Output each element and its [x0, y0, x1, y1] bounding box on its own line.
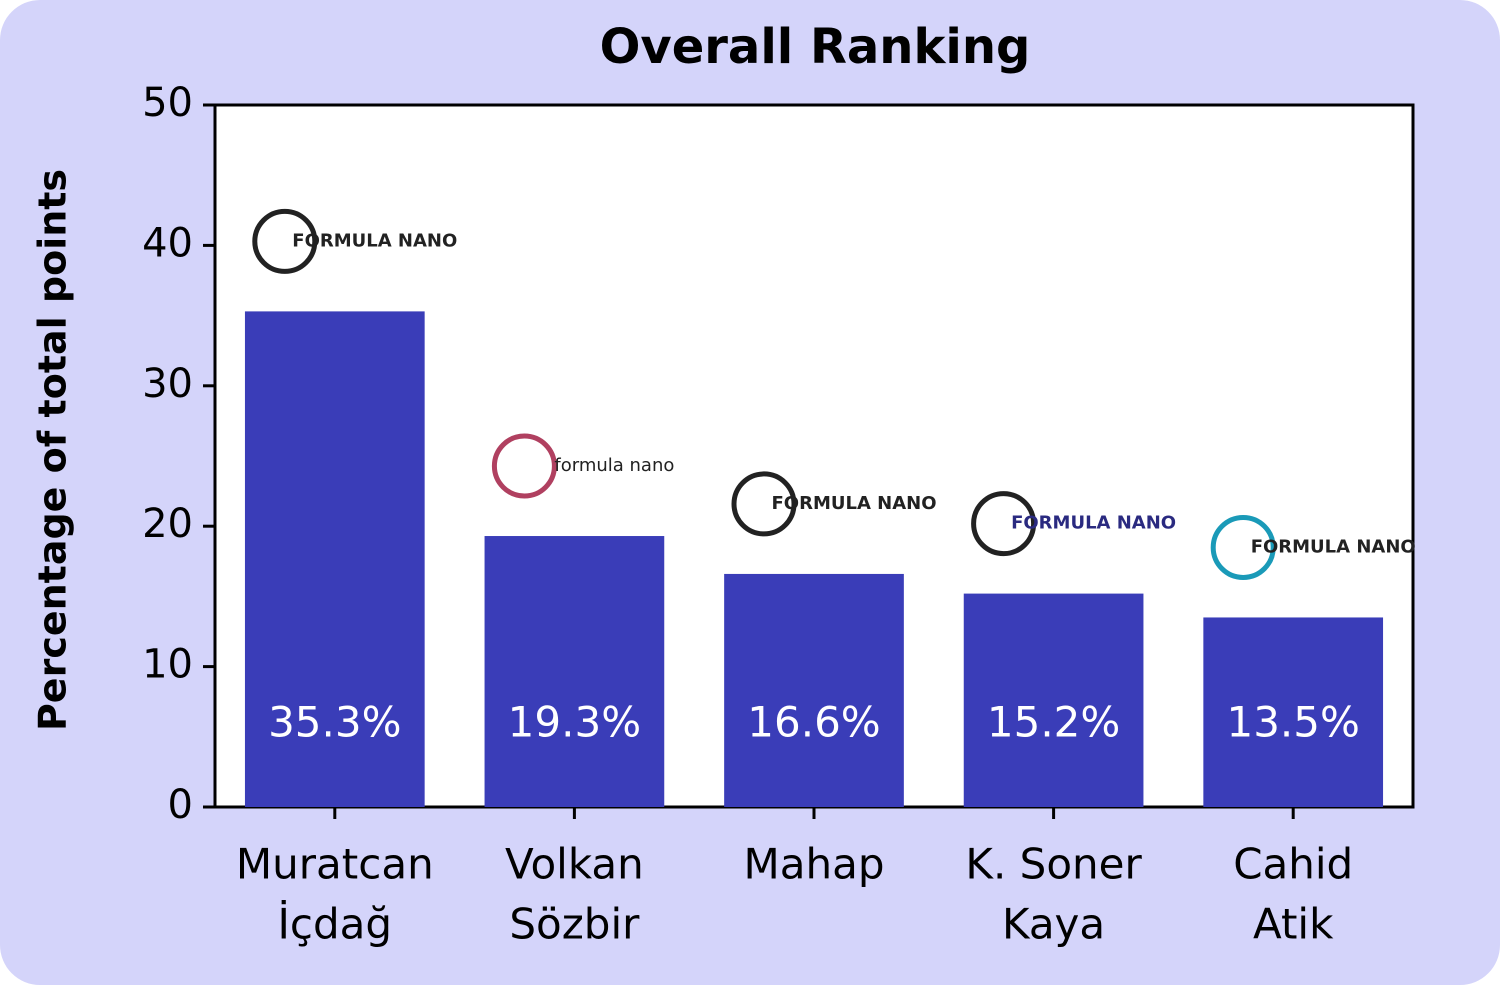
logo-icon: [971, 491, 1037, 557]
logo-text: FORMULA NANO: [292, 230, 457, 251]
x-tick-label: Muratcan: [236, 840, 434, 889]
y-tick-label: 40: [142, 220, 193, 266]
logo-icon: [1210, 514, 1276, 580]
x-tick-label: Kaya: [1002, 900, 1105, 949]
logo-text: FORMULA NANO: [1011, 513, 1176, 534]
y-tick-label: 20: [142, 501, 193, 547]
x-tick-label: Sözbir: [509, 900, 640, 949]
logo-icon: [252, 208, 318, 274]
y-axis-label: Percentage of total points: [31, 169, 75, 731]
logo-icon: [731, 471, 797, 537]
logo-text: FORMULA NANO: [1251, 536, 1416, 557]
value-label: 15.2%: [987, 698, 1120, 747]
x-tick-label: Cahid: [1233, 840, 1353, 889]
bar: [1203, 617, 1384, 807]
value-label: 13.5%: [1226, 698, 1359, 747]
bar: [244, 311, 425, 807]
x-tick-label: Volkan: [505, 840, 644, 889]
x-tick-label: Mahap: [744, 840, 885, 889]
bar: [724, 573, 904, 807]
logo-text: formula nano: [554, 455, 674, 476]
y-tick-label: 50: [142, 80, 193, 126]
y-tick-label: 30: [142, 361, 193, 407]
x-tick-label: Atik: [1253, 900, 1334, 949]
bar: [484, 536, 665, 807]
x-tick-label: K. Soner: [965, 840, 1142, 889]
x-tick-label: İçdağ: [278, 899, 393, 949]
value-label: 16.6%: [747, 698, 880, 747]
logo-text: FORMULA NANO: [771, 493, 936, 514]
bar: [963, 593, 1144, 807]
chart-title: Overall Ranking: [600, 19, 1031, 75]
y-tick-label: 10: [142, 642, 193, 688]
value-label: 19.3%: [508, 698, 641, 747]
y-tick-label: 0: [168, 782, 193, 828]
value-label: 35.3%: [268, 698, 401, 747]
logo-icon: [491, 433, 557, 499]
